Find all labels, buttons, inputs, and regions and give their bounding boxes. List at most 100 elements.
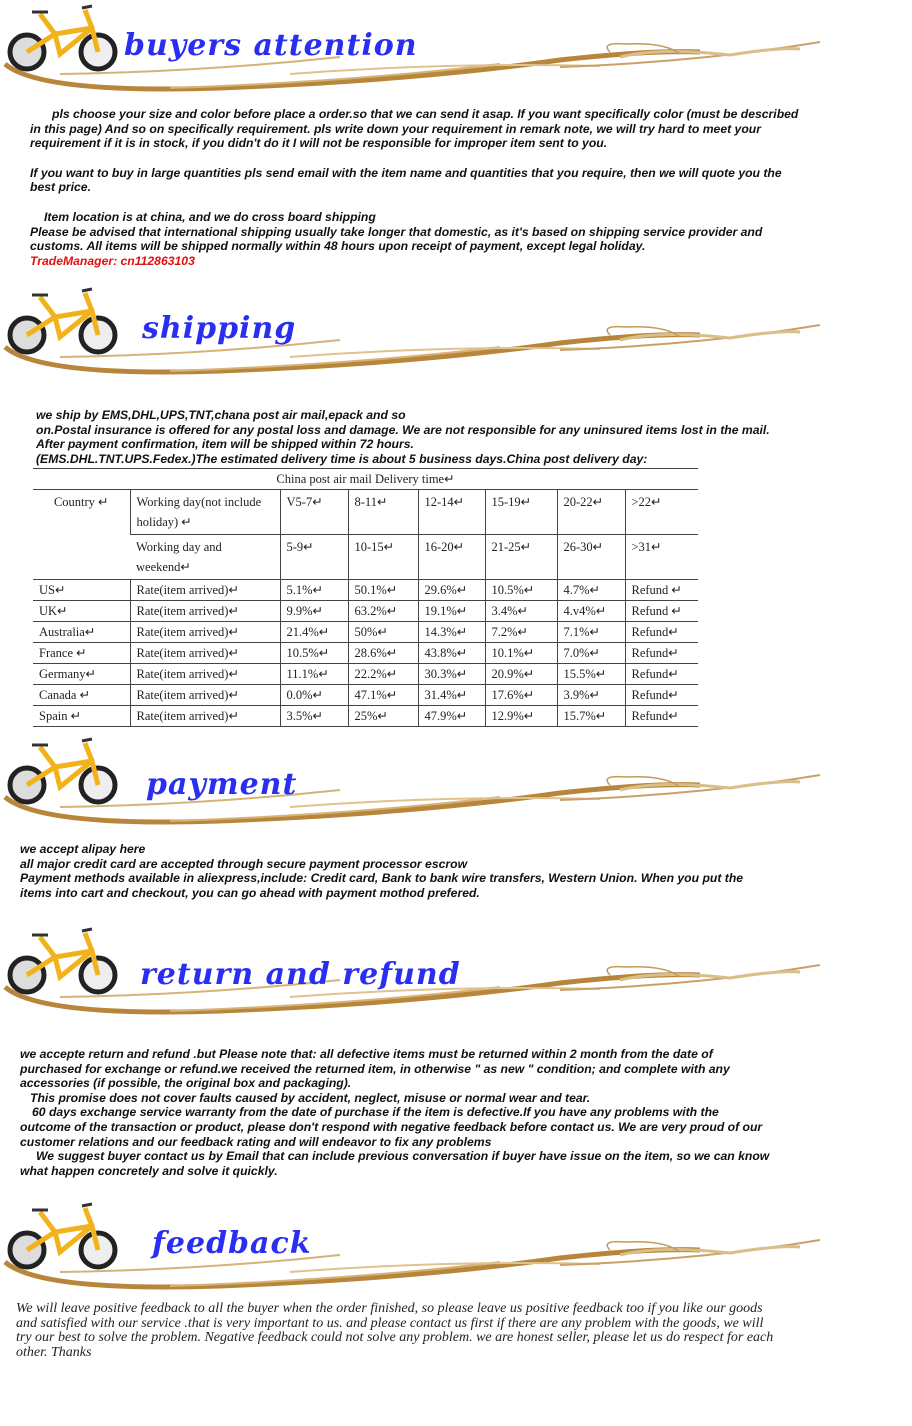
section-title: payment: [146, 767, 298, 802]
rate-cell: 47.9%↵: [417, 705, 485, 727]
rate-cell: 11.1%↵: [279, 663, 348, 685]
rate-cell: 10.5%↵: [484, 579, 557, 601]
section-title: buyers attention: [124, 28, 418, 63]
postal-insurance: on.Postal insurance is offered for any p…: [36, 422, 770, 437]
rate-cell: Refund↵: [624, 663, 698, 685]
header-cell: V5-7↵: [279, 489, 348, 535]
rate-cell: 21.4%↵: [279, 621, 348, 643]
delivery-estimate: (EMS.DHL.TNT.UPS.Fedex.)The estimated de…: [36, 451, 648, 466]
header-cell: >22↵: [624, 489, 698, 535]
table-row: UK↵ Rate(item arrived)↵ 9.9%↵ 63.2%↵ 19.1%↵ 3…: [33, 600, 698, 622]
rate-cell: Rate(item arrived)↵: [129, 705, 280, 727]
table-row: Spain ↵ Rate(item arrived)↵ 3.5%↵ 25%↵ 47.9%…: [33, 705, 698, 727]
buyers-attention-text: pls choose your size and color before pl…: [30, 107, 800, 268]
rate-cell: 19.1%↵: [417, 600, 485, 622]
rate-cell: Refund ↵: [624, 579, 698, 601]
country-cell: Germany↵: [33, 663, 130, 685]
rate-cell: 25%↵: [347, 705, 418, 727]
rate-cell: 50.1%↵: [347, 579, 418, 601]
header-cell: 10-15↵: [347, 534, 418, 580]
table-row: Germany↵ Rate(item arrived)↵ 11.1%↵ 22.2%↵ 3…: [33, 663, 698, 685]
bike-banner-graphic: [3, 4, 821, 92]
payment-methods: Payment methods available in aliexpress,…: [20, 871, 744, 900]
bike-banner-graphic: [3, 287, 821, 375]
rate-cell: 4.v4%↵: [556, 600, 625, 622]
header-cell: 8-11↵: [347, 489, 418, 535]
rate-cell: 10.1%↵: [484, 642, 557, 664]
header-cell: 20-22↵: [556, 489, 625, 535]
header-cell: 12-14↵: [417, 489, 485, 535]
shipping-advice: Please be advised that international shi…: [30, 224, 763, 254]
trade-manager-id: TradeManager: cn112863103: [30, 253, 195, 268]
rate-cell: Rate(item arrived)↵: [129, 663, 280, 685]
rate-cell: Rate(item arrived)↵: [129, 621, 280, 643]
table-row: Australia↵ Rate(item arrived)↵ 21.4%↵ 50%↵ 1…: [33, 621, 698, 643]
return-refund-text: we accepte return and refund .but Please…: [20, 1047, 770, 1178]
rate-cell: 17.6%↵: [484, 684, 557, 706]
table-row: Canada ↵ Rate(item arrived)↵ 0.0%↵ 47.1%↵ 31…: [33, 684, 698, 706]
rate-cell: 7.1%↵: [556, 621, 625, 643]
header-cell: Working day(not include holiday) ↵: [129, 489, 280, 535]
section-title: shipping: [142, 311, 297, 346]
country-cell: France ↵: [33, 642, 130, 664]
table-title: China post air mail Delivery time↵: [33, 468, 698, 490]
rate-cell: Refund↵: [624, 684, 698, 706]
rate-cell: Refund ↵: [624, 600, 698, 622]
rate-cell: 28.6%↵: [347, 642, 418, 664]
header-cell: 21-25↵: [484, 534, 557, 580]
rate-cell: 22.2%↵: [347, 663, 418, 685]
header-cell: 15-19↵: [484, 489, 557, 535]
banner-payment: payment: [0, 735, 830, 825]
exchange-warranty: 60 days exchange service warranty from t…: [20, 1105, 763, 1149]
payment-text: we accept alipay here all major credit c…: [20, 842, 760, 900]
bike-banner-graphic: [3, 927, 821, 1015]
bike-banner-graphic: [3, 737, 821, 825]
rate-cell: Rate(item arrived)↵: [129, 642, 280, 664]
rate-cell: 7.2%↵: [484, 621, 557, 643]
country-cell: Canada ↵: [33, 684, 130, 706]
section-title: feedback: [152, 1226, 312, 1261]
rate-cell: 3.4%↵: [484, 600, 557, 622]
rate-cell: 9.9%↵: [279, 600, 348, 622]
rate-cell: 3.5%↵: [279, 705, 348, 727]
header-cell: Working day and weekend↵: [130, 534, 280, 580]
rate-cell: Refund↵: [624, 642, 698, 664]
banner-shipping: shipping: [0, 285, 830, 375]
shipping-time: After payment confirmation, item will be…: [36, 437, 414, 452]
shipping-carriers: we ship by EMS,DHL,UPS,TNT,chana post ai…: [36, 408, 406, 422]
rate-cell: 50%↵: [347, 621, 418, 643]
rate-cell: 47.1%↵: [347, 684, 418, 706]
contact-suggestion: We suggest buyer contact us by Email tha…: [20, 1149, 770, 1178]
header-cell: 5-9↵: [279, 534, 348, 580]
country-header: Country ↵: [33, 489, 130, 580]
item-location: Item location is at china, and we do cro…: [44, 209, 376, 224]
country-cell: Spain ↵: [33, 705, 130, 727]
return-policy: we accepte return and refund .but Please…: [20, 1047, 730, 1091]
rate-cell: Rate(item arrived)↵: [129, 600, 280, 622]
rate-cell: 29.6%↵: [417, 579, 485, 601]
header-cell: 26-30↵: [556, 534, 625, 580]
country-cell: UK↵: [33, 600, 130, 622]
rate-cell: 14.3%↵: [417, 621, 485, 643]
rate-cell: 12.9%↵: [484, 705, 557, 727]
credit-card-note: all major credit card are accepted throu…: [20, 856, 468, 871]
rate-cell: 15.5%↵: [556, 663, 625, 685]
rate-cell: 20.9%↵: [484, 663, 557, 685]
header-cell: 16-20↵: [417, 534, 485, 580]
table-row: US↵ Rate(item arrived)↵ 5.1%↵ 50.1%↵ 29.6%↵ 1…: [33, 579, 698, 601]
banner-buyers-attention: buyers attention: [0, 2, 830, 92]
country-cell: US↵: [33, 579, 130, 601]
rate-cell: Rate(item arrived)↵: [129, 579, 280, 601]
rate-cell: Refund↵: [624, 705, 698, 727]
rate-cell: 63.2%↵: [347, 600, 418, 622]
bulk-order-note: If you want to buy in large quantities p…: [30, 165, 782, 195]
bike-banner-graphic: [3, 1202, 821, 1290]
rate-cell: 4.7%↵: [556, 579, 625, 601]
rate-cell: 5.1%↵: [279, 579, 348, 601]
size-color-note: pls choose your size and color before pl…: [30, 107, 799, 151]
rate-cell: 43.8%↵: [417, 642, 485, 664]
header-cell: >31↵: [624, 534, 698, 580]
rate-cell: 30.3%↵: [417, 663, 485, 685]
rate-cell: 31.4%↵: [417, 684, 485, 706]
table-row: France ↵ Rate(item arrived)↵ 10.5%↵ 28.6%↵ 4…: [33, 642, 698, 664]
